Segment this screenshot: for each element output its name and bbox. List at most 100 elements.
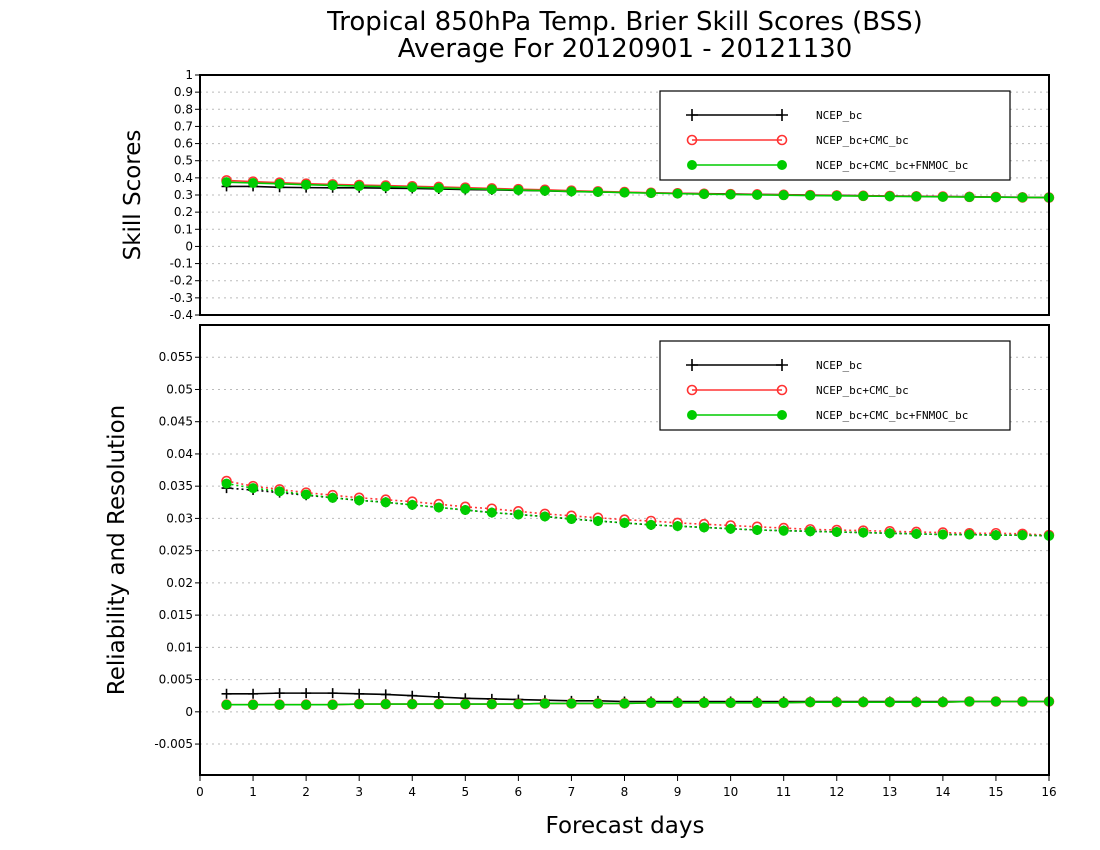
x-tick-label: 16 xyxy=(1041,785,1056,799)
x-tick-label: 6 xyxy=(515,785,523,799)
y-tick-label: 0.035 xyxy=(159,479,193,493)
chart-title-line2: Average For 20120901 - 20121130 xyxy=(398,34,853,64)
bottom-series-point-5 xyxy=(301,489,312,500)
bottom-series-point-0 xyxy=(274,688,285,699)
top-series-point-2 xyxy=(805,190,816,201)
x-tick-label: 10 xyxy=(723,785,738,799)
y-tick-label: 0.6 xyxy=(174,137,193,151)
legend-marker xyxy=(776,384,788,396)
y-tick-label: 0.1 xyxy=(174,222,193,236)
top-series-point-2 xyxy=(725,189,736,200)
top-series-point-2 xyxy=(911,191,922,202)
legend-label: NCEP_bc+CMC_bc xyxy=(816,384,909,397)
bottom-series-point-2 xyxy=(248,699,259,710)
legend-marker xyxy=(686,134,698,146)
y-tick-label: -0.005 xyxy=(154,737,193,751)
x-tick-label: 7 xyxy=(568,785,576,799)
bottom-series-point-2 xyxy=(539,698,550,709)
y-tick-label: 0.2 xyxy=(174,205,193,219)
bottom-series-point-5 xyxy=(566,514,577,525)
legend-marker xyxy=(776,134,788,146)
bottom-series-point-0 xyxy=(248,688,259,699)
x-tick-label: 15 xyxy=(988,785,1003,799)
bottom-series-point-5 xyxy=(699,522,710,533)
bottom-series-point-5 xyxy=(964,529,975,540)
top-series-point-2 xyxy=(513,185,524,196)
top-series-point-2 xyxy=(858,191,869,202)
bottom-series-point-2 xyxy=(433,699,444,710)
y-tick-label: 0.5 xyxy=(174,154,193,168)
bottom-series-point-5 xyxy=(407,499,418,510)
top-series-point-2 xyxy=(301,179,312,190)
x-tick-label: 11 xyxy=(776,785,791,799)
bottom-series-point-0 xyxy=(221,688,232,699)
y-tick-label: 0.02 xyxy=(166,576,193,590)
bottom-series-point-5 xyxy=(380,497,391,508)
top-series-point-2 xyxy=(539,185,550,196)
legend-label: NCEP_bc xyxy=(816,109,862,122)
y-tick-label: 0.05 xyxy=(166,382,193,396)
legend-label: NCEP_bc xyxy=(816,359,862,372)
bottom-series-point-0 xyxy=(354,688,365,699)
x-tick-label: 1 xyxy=(249,785,257,799)
y-tick-label: 0.01 xyxy=(166,640,193,654)
top-series-point-2 xyxy=(990,192,1001,203)
top-series-point-2 xyxy=(672,188,683,199)
bottom-series-point-0 xyxy=(380,689,391,700)
bottom-series-point-5 xyxy=(354,495,365,506)
bottom-series-point-2 xyxy=(221,699,232,710)
legend-label: NCEP_bc+CMC_bc xyxy=(816,134,909,147)
bottom-series-point-5 xyxy=(752,525,763,536)
bottom-series-point-5 xyxy=(672,521,683,532)
y-tick-label: 0 xyxy=(185,239,193,253)
bottom-series-point-5 xyxy=(990,530,1001,541)
y-tick-label: 0.4 xyxy=(174,171,193,185)
bottom-series-point-2 xyxy=(964,696,975,707)
top-series-point-2 xyxy=(778,190,789,201)
bottom-panel-ylabel: Reliability and Resolution xyxy=(104,405,130,695)
x-tick-label: 4 xyxy=(408,785,416,799)
bottom-series-point-5 xyxy=(592,515,603,526)
bottom-series-point-2 xyxy=(486,699,497,710)
top-series-point-2 xyxy=(327,180,338,191)
bottom-series-point-2 xyxy=(990,696,1001,707)
bottom-series-point-5 xyxy=(805,526,816,537)
bottom-series-point-2 xyxy=(725,697,736,708)
top-series-point-2 xyxy=(619,187,630,198)
bottom-series-point-2 xyxy=(460,699,471,710)
bottom-series-point-5 xyxy=(513,509,524,520)
x-tick-label: 0 xyxy=(196,785,204,799)
bottom-series-point-2 xyxy=(1017,696,1028,707)
y-tick-label: -0.4 xyxy=(170,308,193,322)
bottom-series-point-5 xyxy=(327,492,338,503)
bottom-series-point-2 xyxy=(858,697,869,708)
y-tick-label: 0.03 xyxy=(166,511,193,525)
bottom-series-point-2 xyxy=(592,698,603,709)
top-series-point-2 xyxy=(274,178,285,189)
bottom-series-point-5 xyxy=(274,486,285,497)
y-tick-label: 0.005 xyxy=(159,673,193,687)
bottom-series-point-5 xyxy=(433,502,444,513)
top-series-point-2 xyxy=(592,186,603,197)
bottom-series-point-2 xyxy=(884,697,895,708)
y-tick-label: 0.7 xyxy=(174,119,193,133)
x-tick-label: 13 xyxy=(882,785,897,799)
top-panel-legend: NCEP_bc NCEP_bc+CMC_bc NCEP_bc+CMC_bc+FNMO… xyxy=(659,90,1011,181)
bottom-series-point-5 xyxy=(831,526,842,537)
top-series-point-2 xyxy=(221,177,232,188)
x-tick-label: 14 xyxy=(935,785,950,799)
bottom-series-point-5 xyxy=(646,519,657,530)
bottom-series-point-2 xyxy=(805,697,816,708)
top-panel-frame xyxy=(199,74,1050,316)
bottom-series-point-5 xyxy=(619,517,630,528)
top-series-point-2 xyxy=(354,181,365,192)
bottom-series-point-2 xyxy=(566,698,577,709)
bottom-series-point-0 xyxy=(327,688,338,699)
x-tick-label: 12 xyxy=(829,785,844,799)
y-tick-label: 0.04 xyxy=(166,447,193,461)
legend-label: NCEP_bc+CMC_bc+FNMOC_bc xyxy=(816,409,968,422)
y-tick-label: 0.025 xyxy=(159,544,193,558)
top-series-point-2 xyxy=(486,184,497,195)
legend-box xyxy=(659,90,1011,181)
